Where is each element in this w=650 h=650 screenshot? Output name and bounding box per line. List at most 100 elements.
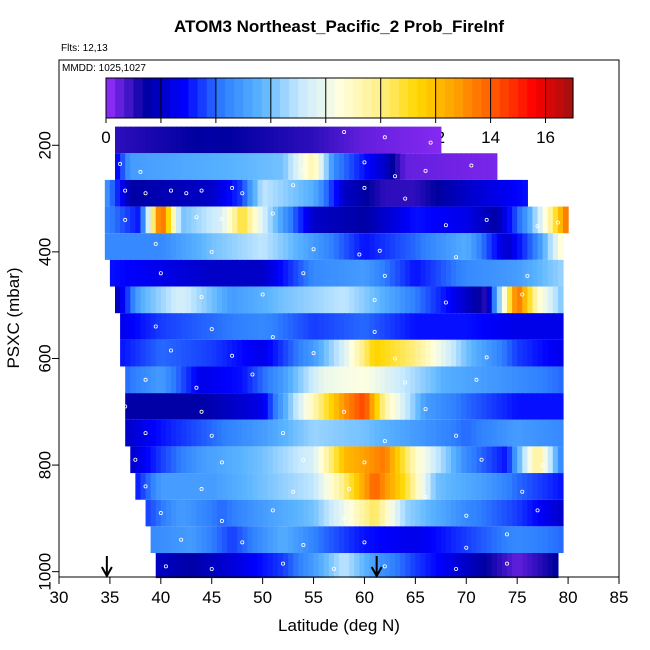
heat-cell (410, 553, 416, 579)
heat-cell (115, 179, 121, 207)
heat-cell (501, 446, 508, 474)
heat-cell (461, 419, 467, 447)
heat-cell (201, 179, 208, 207)
heat-cell (125, 233, 131, 260)
heat-cell (104, 206, 111, 234)
heat-cell (247, 259, 254, 287)
sample-point (469, 163, 474, 168)
heat-cell (410, 339, 416, 367)
heat-cell (522, 259, 528, 287)
colorbar-swatch (279, 78, 290, 118)
heat-cell (262, 179, 269, 207)
heat-cell (430, 419, 437, 447)
heat-cell (476, 313, 483, 340)
heat-cell (176, 153, 182, 180)
heat-cell (359, 206, 366, 234)
heat-cell (242, 286, 248, 314)
heat-cell (135, 126, 142, 154)
heat-cell (227, 153, 233, 180)
heat-cell (252, 473, 259, 500)
heat-cell (527, 419, 534, 447)
heat-cell (532, 339, 539, 367)
heat-cell (206, 259, 213, 287)
heat-cell (557, 446, 564, 474)
heat-cell (451, 499, 457, 527)
heat-cell (364, 526, 371, 554)
heat-cell (339, 179, 345, 207)
heat-cell (186, 473, 192, 500)
heat-cell (145, 153, 152, 180)
heat-cell (512, 259, 518, 287)
heat-cell (542, 313, 549, 340)
heat-cell (547, 393, 554, 420)
heat-cell (471, 393, 478, 420)
heat-cell (344, 526, 350, 554)
heat-cell (354, 259, 360, 287)
heat-cell (379, 286, 386, 314)
heat-cell (440, 339, 447, 367)
heat-cell (252, 153, 259, 180)
heat-cell (349, 553, 355, 579)
heat-cell (186, 419, 192, 447)
heat-cell (517, 553, 523, 579)
heat-cell (120, 179, 126, 207)
heat-cell (486, 473, 493, 500)
colorbar-swatch (325, 78, 336, 118)
colorbar-swatch (371, 78, 382, 118)
heat-cell (359, 233, 366, 260)
heat-cell (298, 286, 304, 314)
heat-cell (369, 153, 376, 180)
heat-cell (496, 313, 503, 340)
heat-cell (512, 313, 518, 340)
heat-cell (349, 206, 355, 234)
heat-cell (456, 206, 462, 234)
heat-cell (369, 473, 376, 500)
heat-cell (262, 259, 269, 287)
heat-cell (135, 366, 142, 394)
heat-cell (405, 153, 411, 180)
heat-cell (552, 206, 559, 234)
heat-cell (456, 419, 462, 447)
sample-point (209, 249, 214, 254)
colorbar-swatch (545, 78, 556, 118)
heat-cell (512, 473, 518, 500)
heat-cell (308, 366, 315, 394)
sample-point (357, 252, 362, 257)
heat-cell (369, 526, 376, 554)
heat-cell (323, 499, 330, 527)
heat-cell (400, 526, 406, 554)
heat-cell (415, 526, 422, 554)
heat-cell (303, 259, 310, 287)
heat-cell (293, 446, 299, 474)
heat-cell (221, 286, 228, 314)
heat-cell (395, 473, 401, 500)
heat-cell (221, 473, 228, 500)
heat-cell (471, 286, 478, 314)
heat-cell (374, 179, 381, 207)
heat-cell (522, 366, 528, 394)
heat-cell (369, 313, 376, 340)
heat-cell (196, 393, 203, 420)
heat-cell (349, 259, 355, 287)
heat-cell (430, 179, 437, 207)
heat-cell (496, 419, 503, 447)
heat-cell (425, 553, 432, 579)
heat-cell (445, 553, 452, 579)
heat-cell (293, 313, 299, 340)
heat-cell (262, 366, 269, 394)
heat-cell (522, 553, 528, 579)
heat-cell (109, 233, 116, 260)
heat-cell (420, 339, 427, 367)
colorbar-swatch (380, 78, 391, 118)
heat-cell (186, 286, 192, 314)
heat-cell (120, 206, 126, 234)
heat-cell (120, 126, 126, 154)
heat-cell (328, 233, 335, 260)
heat-cell (211, 206, 218, 234)
heat-cell (339, 473, 345, 500)
heat-cell (537, 473, 544, 500)
heat-cell (211, 179, 218, 207)
heat-cell (486, 233, 493, 260)
heat-cell (476, 286, 483, 314)
sample-point (184, 191, 189, 196)
